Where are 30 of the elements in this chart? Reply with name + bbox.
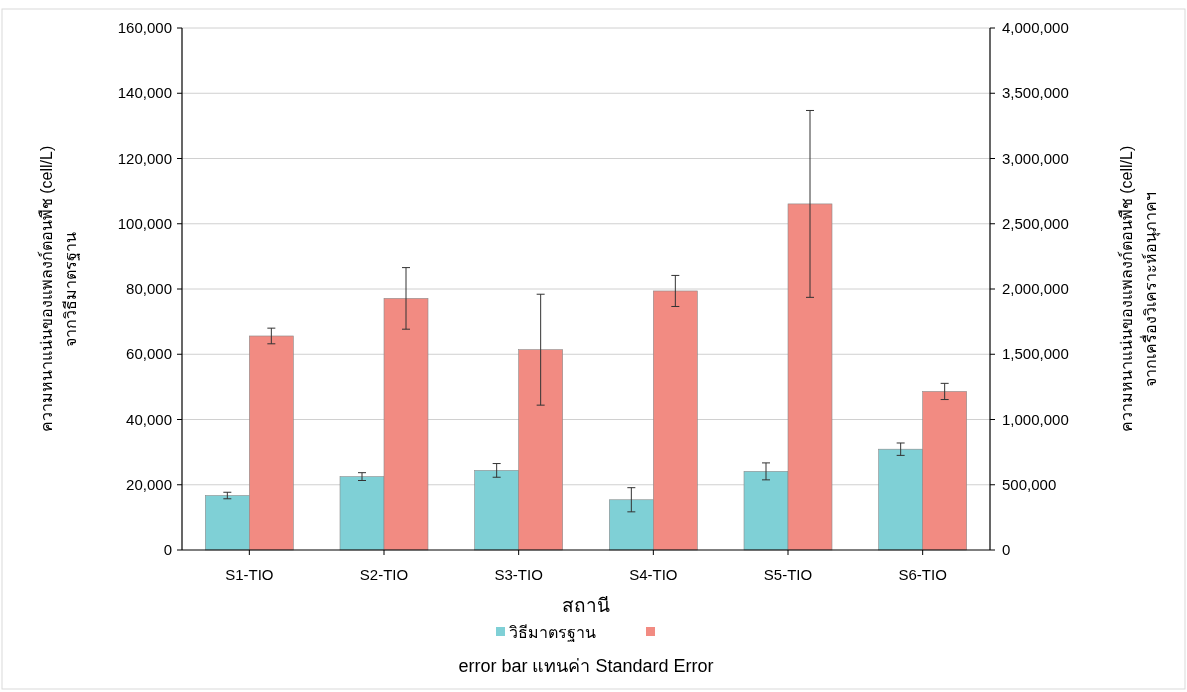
- y-axis-title: ความหนาแน่นของแพลงก์ตอนพืช (cell/L) จากวิธีมาตรฐาน: [37, 145, 80, 433]
- y2-tick-label: 2,500,000: [1002, 214, 1069, 232]
- y-tick-label: 120,000: [117, 149, 172, 167]
- y2-tick-label: 1,000,000: [1002, 410, 1069, 428]
- y2-tick-label: 1,500,000: [1002, 345, 1069, 363]
- y2-axis-title: ความหนาแน่นของแพลงก์ตอนพืช (cell/L) จากเครื่องวิเคราะห์อนุภาคฯ: [1117, 145, 1161, 433]
- y-tick-label: 0: [163, 541, 172, 558]
- x-tick-label: S6-TIO: [898, 566, 947, 583]
- x-tick-label: S3-TIO: [494, 566, 543, 583]
- x-tick-label: S1-TIO: [225, 566, 274, 583]
- y-tick-label: 80,000: [126, 280, 172, 297]
- y-tick-label: 100,000: [117, 214, 172, 232]
- y-tick-label: 20,000: [126, 475, 172, 493]
- y2-tick-label: 4,000,000: [1002, 19, 1069, 36]
- legend: วิธีมาตรฐาน: [496, 624, 655, 641]
- y-tick-label: 60,000: [126, 345, 172, 363]
- y2-tick-label: 2,000,000: [1002, 280, 1069, 297]
- x-tick-label: S5-TIO: [763, 566, 813, 583]
- y-tick-label: 160,000: [117, 19, 172, 36]
- y2-tick-label: 0: [1002, 541, 1011, 558]
- y2-tick-label: 3,000,000: [1002, 149, 1069, 167]
- y-tick-label: 40,000: [126, 410, 172, 428]
- y2-tick-label: 3,500,000: [1002, 84, 1069, 102]
- text: error bar แทนค่า Standard Error: [458, 656, 714, 676]
- x-tick-label: S4-TIO: [629, 566, 678, 583]
- legend-label: วิธีมาตรฐาน: [509, 624, 596, 642]
- x-tick-label: S2-TIO: [359, 566, 409, 583]
- y2-tick-label: 500,000: [1002, 475, 1057, 493]
- y-tick-label: 140,000: [117, 84, 172, 102]
- x-axis-title: สถานี: [562, 595, 610, 616]
